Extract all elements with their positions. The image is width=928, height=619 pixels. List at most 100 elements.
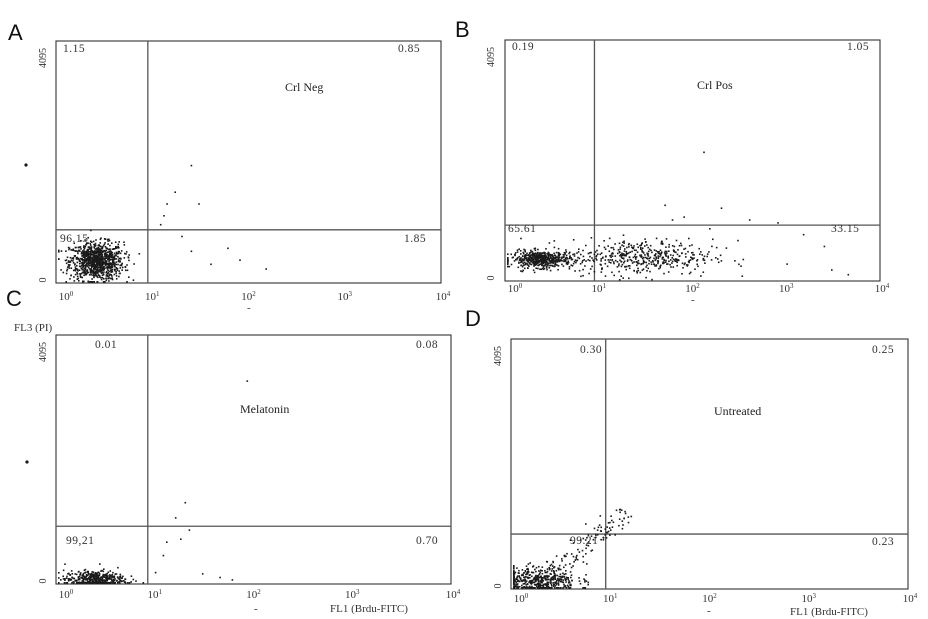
- event-point: [544, 258, 546, 260]
- event-point: [100, 278, 103, 281]
- event-point: [80, 577, 82, 579]
- event-point: [118, 241, 120, 243]
- event-point: [542, 266, 545, 268]
- event-point: [60, 579, 62, 581]
- event-point: [567, 261, 570, 264]
- event-point: [548, 567, 550, 569]
- event-point: [70, 259, 73, 262]
- event-point: [111, 271, 114, 273]
- event-point: [526, 259, 529, 261]
- event-point: [88, 578, 91, 581]
- event-point: [121, 580, 123, 583]
- event-point: [655, 237, 658, 240]
- y-tick-label: 4095: [38, 48, 49, 68]
- event-point: [79, 274, 82, 276]
- event-point: [74, 266, 77, 268]
- event-point: [77, 250, 79, 253]
- event-point: [587, 252, 590, 255]
- event-point: [589, 255, 591, 258]
- event-point: [550, 259, 553, 262]
- event-point: [75, 257, 78, 259]
- outlier-point: [163, 215, 165, 217]
- event-point: [719, 254, 722, 257]
- event-point: [87, 580, 89, 583]
- event-point: [513, 567, 515, 570]
- event-point: [93, 251, 96, 253]
- event-point: [113, 258, 115, 261]
- event-point: [543, 260, 545, 262]
- event-point: [619, 246, 622, 249]
- event-point: [626, 260, 629, 262]
- event-point: [578, 551, 581, 553]
- event-point: [530, 581, 532, 583]
- event-point: [543, 587, 545, 589]
- event-point: [96, 576, 98, 578]
- event-point: [105, 260, 108, 262]
- outlier-point: [162, 554, 165, 557]
- event-point: [99, 582, 102, 584]
- event-point: [115, 251, 118, 254]
- event-point: [552, 255, 554, 257]
- event-point: [558, 568, 560, 571]
- event-point: [520, 253, 522, 255]
- event-point: [101, 271, 103, 273]
- event-point: [622, 234, 625, 236]
- event-point: [67, 263, 70, 266]
- event-point: [58, 258, 60, 260]
- event-point: [661, 256, 664, 259]
- event-point: [518, 576, 521, 578]
- event-point: [608, 527, 611, 529]
- event-point: [109, 266, 111, 268]
- event-point: [107, 264, 110, 267]
- event-point: [636, 272, 638, 274]
- event-point: [127, 256, 130, 259]
- event-point: [557, 251, 560, 254]
- event-point: [60, 250, 63, 252]
- event-point: [537, 255, 539, 257]
- event-point: [559, 578, 561, 580]
- event-point: [88, 256, 90, 259]
- event-point: [513, 260, 516, 262]
- event-point: [117, 582, 119, 584]
- event-point: [79, 273, 81, 275]
- event-point: [546, 258, 549, 260]
- event-point: [540, 580, 543, 583]
- event-point: [650, 263, 653, 265]
- event-point: [564, 585, 567, 587]
- event-point: [663, 258, 665, 261]
- event-point: [653, 249, 656, 251]
- event-point: [65, 281, 67, 283]
- event-point: [538, 587, 540, 589]
- event-point: [557, 247, 560, 250]
- event-point: [507, 265, 509, 268]
- event-point: [590, 535, 593, 537]
- event-point: [535, 580, 537, 582]
- event-point: [660, 242, 663, 245]
- event-point: [618, 518, 621, 520]
- event-point: [541, 587, 544, 589]
- quadrant-value-upper-left: 0.30: [580, 344, 602, 356]
- event-point: [77, 270, 79, 272]
- event-point: [557, 582, 559, 585]
- event-point: [132, 578, 135, 581]
- event-point: [90, 249, 92, 251]
- event-point: [507, 253, 509, 255]
- event-point: [622, 524, 624, 526]
- event-point: [80, 240, 82, 242]
- event-point: [658, 251, 660, 253]
- event-point: [689, 259, 692, 261]
- event-point: [632, 256, 635, 259]
- event-point: [99, 578, 101, 580]
- event-point: [633, 245, 635, 247]
- event-point: [535, 579, 538, 581]
- event-point: [545, 255, 547, 257]
- event-point: [676, 261, 678, 264]
- event-point: [520, 578, 522, 581]
- event-point: [706, 255, 708, 258]
- event-point: [597, 526, 600, 529]
- event-point: [598, 245, 600, 247]
- event-point: [692, 254, 694, 256]
- event-point: [120, 250, 123, 252]
- event-point: [104, 253, 106, 256]
- event-point: [118, 247, 120, 249]
